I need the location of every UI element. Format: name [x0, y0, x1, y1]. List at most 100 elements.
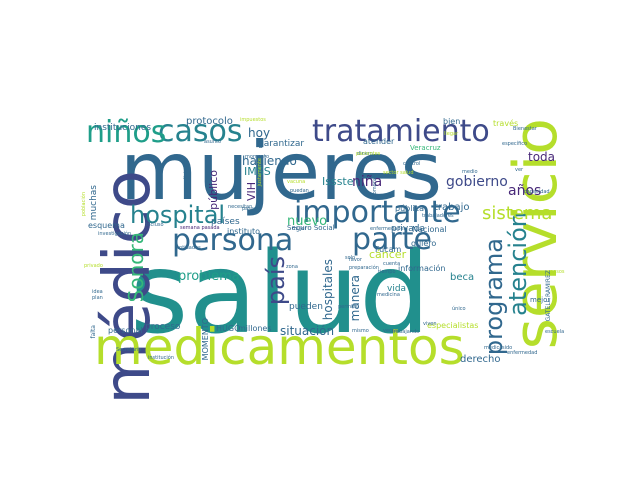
word-cloud-word: gobierno	[446, 174, 508, 190]
word-cloud-word: protocolo	[186, 116, 233, 127]
word-cloud-word: llegar	[444, 131, 459, 137]
word-cloud-word: enfermedades	[370, 226, 407, 232]
word-cloud-word: casos	[158, 114, 243, 149]
word-cloud-word: instituto	[227, 227, 261, 236]
word-cloud-word: médica	[484, 345, 503, 351]
word-cloud-word: control	[403, 161, 421, 167]
word-cloud-word: permite	[338, 304, 358, 310]
word-cloud-word: preparación	[349, 265, 379, 271]
word-cloud-word: Bienestar	[513, 126, 537, 132]
word-cloud-word: trabajo	[434, 202, 470, 213]
word-cloud-word: años	[508, 183, 542, 199]
word-cloud-word: VIH	[245, 182, 258, 202]
word-cloud-word: cáncer	[369, 248, 407, 261]
word-cloud-word: enfermedad	[507, 350, 538, 356]
word-cloud-word: país	[262, 256, 290, 306]
word-cloud-word: hospitales	[321, 259, 335, 321]
word-cloud-word: persona	[172, 223, 294, 258]
word-cloud-word: escuela	[545, 329, 565, 335]
word-cloud-word: información	[398, 264, 446, 273]
word-cloud-word: comprar	[372, 176, 378, 198]
word-cloud-word: mismo	[352, 328, 369, 334]
word-cloud-word: medio	[462, 169, 478, 175]
word-cloud-word: garantizar	[258, 139, 305, 149]
word-cloud-word: mujer	[292, 226, 307, 232]
word-cloud-word: MOMENTO	[201, 318, 210, 361]
word-cloud-word: capacidad	[524, 189, 550, 195]
word-cloud-word: puedan	[290, 188, 309, 194]
word-cloud-word: Secretaría	[116, 347, 142, 353]
word-cloud-word: sistema	[482, 203, 553, 224]
word-cloud-word: esquema	[88, 221, 125, 230]
word-cloud-word: zona	[286, 264, 298, 270]
word-cloud-word: sector salud	[383, 170, 414, 176]
word-cloud-word: falta	[90, 325, 97, 339]
word-cloud-word: privada	[391, 224, 425, 234]
word-cloud-word: atender	[363, 137, 395, 146]
word-cloud-word: pacientes	[356, 151, 381, 157]
word-cloud-word: vida	[387, 284, 407, 294]
word-cloud-word: incluso	[146, 222, 164, 228]
word-cloud-word: niña	[352, 174, 383, 190]
word-cloud-word: necesitan	[228, 204, 253, 210]
word-cloud-word: instituciones	[94, 123, 152, 133]
word-cloud-word: cuenta	[383, 261, 401, 267]
word-cloud-word: solo	[345, 255, 356, 261]
word-cloud-word: situación	[280, 324, 335, 338]
word-cloud-word: salud	[130, 229, 431, 359]
word-cloud-word: semana pasada	[180, 225, 220, 231]
word-cloud-word: impuestos	[240, 117, 266, 123]
word-cloud-word: Issste	[322, 175, 354, 188]
word-cloud-word: pública	[395, 204, 424, 213]
word-cloud-word: problema	[178, 269, 240, 284]
word-cloud-word: personal	[108, 326, 143, 335]
word-cloud-word: muchas	[89, 185, 99, 221]
word-cloud-word: derecho	[460, 354, 501, 365]
word-cloud-word: vacuna	[287, 179, 306, 185]
word-cloud-word: pasado	[242, 206, 261, 212]
word-cloud-word: Veracruz	[410, 144, 441, 152]
word-cloud-word: medicina	[377, 292, 400, 298]
word-cloud-word: Sonora	[124, 232, 148, 303]
word-cloud-word: países	[211, 217, 240, 227]
word-cloud-word: programa	[480, 238, 508, 356]
word-cloud-word: momento	[245, 154, 270, 160]
word-cloud-word: tiempo	[378, 269, 396, 275]
word-cloud-word: público	[207, 170, 220, 210]
word-cloud-word: condiciones	[183, 160, 189, 190]
word-cloud-word: privado	[84, 263, 103, 269]
word-cloud-word: específico	[502, 141, 528, 147]
word-cloud-word: parte	[352, 222, 432, 257]
word-cloud-word: tratamiento	[312, 114, 490, 149]
word-cloud-word: Fucam	[375, 245, 402, 254]
word-cloud-word: especialistas	[427, 321, 479, 330]
word-cloud-word: Seguro Social	[287, 224, 335, 232]
word-cloud-word: único	[452, 306, 466, 312]
word-cloud-word: población	[81, 192, 87, 217]
word-cloud-word: quiero	[411, 239, 437, 248]
word-cloud-word: mejor	[530, 296, 551, 304]
word-cloud-word: hospital	[130, 201, 226, 229]
word-cloud-word: haciendo	[242, 154, 297, 168]
word-cloud-word: IMSS	[244, 165, 271, 178]
word-cloud-word: manera	[348, 275, 362, 322]
word-cloud-word: medicamentos	[94, 318, 465, 376]
word-cloud-word: HUGO	[216, 324, 241, 333]
word-cloud-word: dinero	[357, 151, 373, 157]
word-cloud-word: entidades	[176, 245, 201, 251]
word-cloud-word: justamente	[257, 158, 263, 187]
word-cloud-word: beca	[450, 272, 475, 283]
word-cloud-word: favor	[349, 257, 362, 263]
word-cloud-word: viven	[423, 321, 437, 327]
word-cloud-word: idea	[92, 289, 103, 295]
word-cloud-word: mujeres	[120, 125, 443, 218]
word-cloud-word: Nacional	[412, 225, 447, 234]
word-cloud-word: asunto	[204, 139, 222, 145]
word-cloud-word: trabajadores	[422, 213, 454, 219]
word-cloud-word: veces	[383, 328, 398, 334]
word-cloud-word: ver	[515, 167, 524, 173]
word-cloud-word: nuevo	[287, 214, 328, 229]
word-cloud-word: proceso	[145, 322, 181, 332]
word-cloud-word: atención	[504, 212, 532, 316]
